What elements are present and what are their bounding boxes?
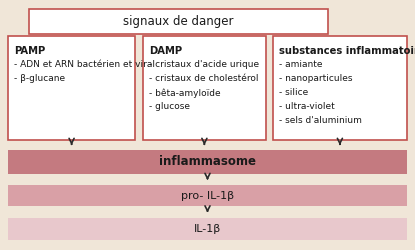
Bar — [8, 185, 407, 206]
Bar — [29, 9, 328, 34]
Text: - cristaux d'acide urique: - cristaux d'acide urique — [149, 60, 259, 69]
Bar — [143, 36, 266, 140]
Text: - silice: - silice — [279, 88, 308, 97]
Text: DAMP: DAMP — [149, 46, 182, 56]
Text: - amiante: - amiante — [279, 60, 322, 69]
Bar — [8, 36, 135, 140]
Text: pro- IL-1β: pro- IL-1β — [181, 190, 234, 200]
Text: - ADN et ARN bactérien et viral: - ADN et ARN bactérien et viral — [14, 60, 155, 69]
Bar — [273, 36, 407, 140]
Text: - sels d'aluminium: - sels d'aluminium — [279, 116, 362, 125]
Text: substances inflammatoires: substances inflammatoires — [279, 46, 415, 56]
Text: IL-1β: IL-1β — [194, 224, 221, 234]
Text: - β-glucane: - β-glucane — [14, 74, 65, 83]
Text: PAMP: PAMP — [14, 46, 45, 56]
Text: - glucose: - glucose — [149, 102, 190, 111]
Text: - bêta-amyloïde: - bêta-amyloïde — [149, 88, 221, 98]
Text: - ultra-violet: - ultra-violet — [279, 102, 334, 111]
Text: - cristaux de cholestérol: - cristaux de cholestérol — [149, 74, 259, 83]
Text: inflammasome: inflammasome — [159, 155, 256, 168]
Text: signaux de danger: signaux de danger — [123, 15, 234, 28]
Bar — [8, 218, 407, 240]
Bar — [8, 150, 407, 174]
Text: - nanoparticules: - nanoparticules — [279, 74, 352, 83]
